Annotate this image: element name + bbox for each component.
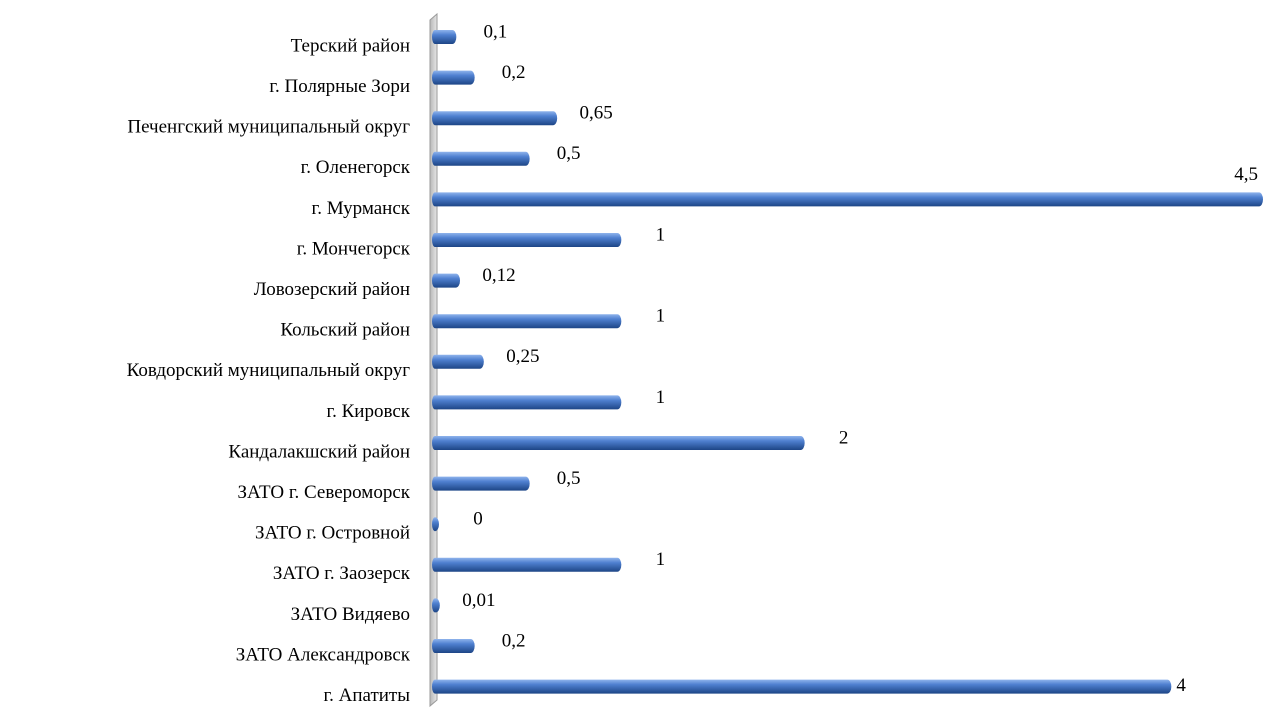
data-label: 0,1 [483, 21, 507, 42]
y-tick-label: г. Мурманск [312, 198, 411, 219]
bar [432, 151, 530, 166]
bar [432, 679, 1172, 694]
y-tick-label: ЗАТО г. Заозерск [273, 563, 411, 584]
bar [432, 395, 622, 410]
y-tick-label: г. Полярные Зори [269, 76, 410, 97]
y-tick-label: ЗАТО Видяево [291, 604, 410, 625]
y-tick-label: Кольский район [280, 320, 410, 341]
bar [432, 557, 622, 572]
bar [432, 476, 530, 491]
data-label: 0 [473, 509, 483, 530]
data-label: 0,65 [580, 103, 613, 124]
bar [432, 517, 439, 532]
data-label: 0,01 [462, 590, 495, 611]
y-tick-label: г. Кировск [326, 401, 410, 422]
data-label: 1 [656, 387, 666, 408]
y-tick-label: Кандалакшский район [228, 441, 410, 462]
data-label: 0,2 [502, 630, 526, 651]
data-label: 1 [656, 224, 666, 245]
y-tick-label: Ловозерский район [254, 279, 410, 300]
data-label: 0,5 [557, 468, 581, 489]
y-tick-label: г. Оленегорск [301, 157, 411, 178]
data-label: 4,5 [1234, 164, 1258, 185]
bar [432, 273, 460, 288]
data-label: 2 [839, 427, 849, 448]
bar [432, 314, 622, 329]
y-tick-label: Печенгский муниципальный округ [127, 117, 410, 138]
bar [432, 436, 805, 450]
y-tick-label: ЗАТО г. Североморск [237, 482, 410, 503]
bar [432, 639, 475, 654]
bar [432, 233, 622, 247]
data-label: 0,5 [557, 143, 581, 164]
bar [432, 192, 1263, 207]
data-label: 0,2 [502, 62, 526, 83]
data-label: 0,12 [482, 265, 515, 286]
data-label: 0,25 [506, 346, 539, 367]
data-label: 1 [656, 306, 666, 327]
y-tick-label: ЗАТО Александровск [236, 644, 411, 665]
data-label: 4 [1176, 675, 1186, 696]
bar [432, 111, 558, 126]
bar [432, 354, 484, 369]
y-tick-label: г. Мончегорск [297, 238, 411, 259]
y-tick-label: г. Апатиты [323, 685, 410, 706]
y-tick-label: ЗАТО г. Островной [255, 523, 410, 544]
data-label: 1 [656, 549, 666, 570]
bar [432, 598, 440, 613]
bar [432, 70, 475, 85]
y-tick-label: Ковдорский муниципальный округ [127, 360, 411, 381]
y-tick-label: Терский район [291, 35, 410, 56]
bar [432, 30, 457, 44]
